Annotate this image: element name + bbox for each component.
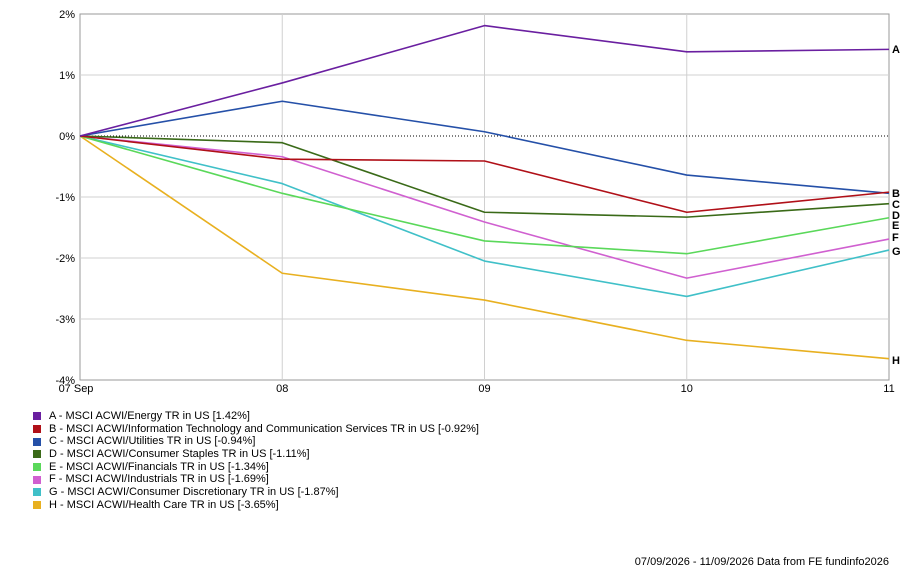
legend-swatch (33, 475, 41, 484)
legend-item: D - MSCI ACWI/Consumer Staples TR in US … (33, 448, 479, 461)
legend-label: D - MSCI ACWI/Consumer Staples TR in US … (49, 448, 310, 461)
end-label-g: G (892, 246, 900, 258)
series-line-h (79, 135, 890, 360)
legend-label: G - MSCI ACWI/Consumer Discretionary TR … (49, 486, 339, 499)
legend-label: C - MSCI ACWI/Utilities TR in US [-0.94%… (49, 435, 256, 448)
legend-swatch (33, 488, 41, 497)
legend-label: A - MSCI ACWI/Energy TR in US [1.42%] (49, 410, 250, 422)
y-tick-label: -1% (55, 192, 75, 204)
x-tick-label: 11 (883, 383, 894, 395)
y-axis-ticks: 2% 1% 0% -1% -2% -3% -4% (55, 9, 75, 387)
x-tick-label: 10 (681, 383, 693, 395)
legend-swatch (33, 463, 41, 472)
x-tick-label: 07 Sep (59, 383, 94, 395)
series-line-f (79, 135, 890, 279)
series-line-d (79, 135, 890, 218)
y-tick-label: -3% (55, 314, 75, 326)
series-line-c (79, 100, 890, 195)
end-label-f: F (892, 232, 899, 244)
legend-label: F - MSCI ACWI/Industrials TR in US [-1.6… (49, 473, 269, 486)
legend-swatch (33, 425, 41, 434)
series-line-b (79, 135, 890, 214)
y-tick-label: 1% (59, 70, 75, 82)
legend-swatch (33, 501, 41, 510)
series-line-a (79, 24, 890, 137)
end-label-b: B (892, 188, 900, 200)
legend-item: F - MSCI ACWI/Industrials TR in US [-1.6… (33, 473, 479, 486)
x-tick-label: 09 (478, 383, 490, 395)
end-label-e: E (892, 220, 899, 232)
y-tick-label: -4% (55, 375, 75, 387)
end-label-a: A (892, 44, 900, 56)
chart-grid (79, 13, 890, 381)
y-tick-label: -2% (55, 253, 75, 265)
y-tick-label: 0% (59, 131, 75, 143)
chart-footer: 07/09/2026 - 11/09/2026 Data from FE fun… (634, 556, 889, 568)
legend-label: B - MSCI ACWI/Information Technology and… (49, 422, 479, 435)
x-axis-ticks: 07 Sep 08 09 10 11 (59, 383, 895, 395)
series-line-e (79, 135, 890, 255)
line-chart: 2% 1% 0% -1% -2% -3% -4% 07 Sep 08 09 10 11 A BCDEF… (55, 9, 900, 395)
end-label-d: D (892, 210, 900, 222)
legend-item: C - MSCI ACWI/Utilities TR in US [-0.94%… (33, 435, 479, 448)
legend-swatch (33, 412, 41, 421)
legend-item: G - MSCI ACWI/Consumer Discretionary TR … (33, 486, 479, 499)
y-tick-label: 2% (59, 9, 75, 21)
legend-item: E - MSCI ACWI/Financials TR in US [-1.34… (33, 461, 479, 474)
legend-item: H - MSCI ACWI/Health Care TR in US [-3.6… (33, 499, 479, 512)
end-label-c: C (892, 199, 900, 211)
legend-swatch (33, 450, 41, 459)
legend-label: E - MSCI ACWI/Financials TR in US [-1.34… (49, 460, 269, 473)
chart-series-lines (79, 24, 890, 360)
legend-item: A - MSCI ACWI/Energy TR in US [1.42%] (33, 410, 479, 423)
legend-label: H - MSCI ACWI/Health Care TR in US [-3.6… (49, 498, 279, 511)
legend-swatch (33, 437, 41, 446)
series-line-g (79, 135, 890, 298)
chart-legend: A - MSCI ACWI/Energy TR in US [1.42%] B -… (33, 410, 479, 512)
legend-item: B - MSCI ACWI/Information Technology and… (33, 423, 479, 436)
x-tick-label: 08 (276, 383, 288, 395)
end-label-h: H (892, 355, 900, 367)
